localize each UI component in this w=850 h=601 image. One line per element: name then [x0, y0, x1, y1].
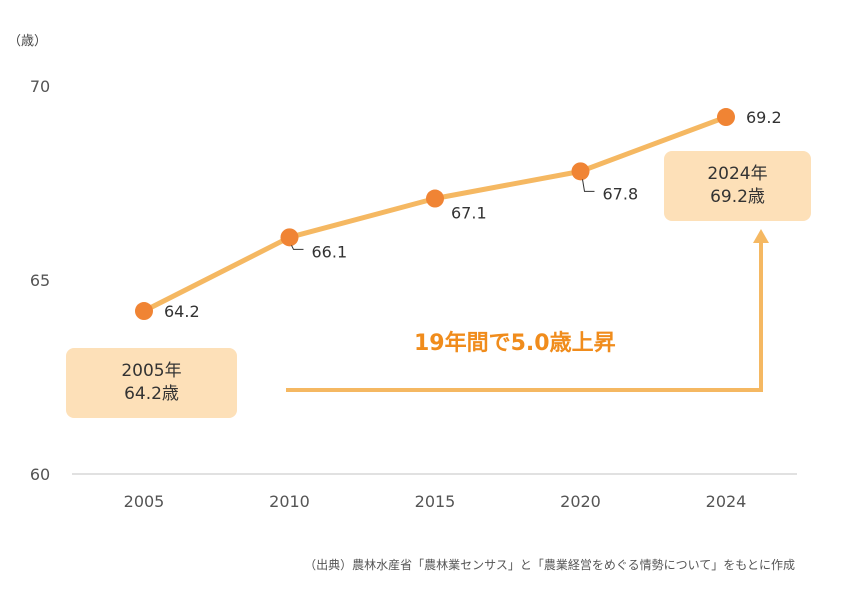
- end-callout-value: 69.2歳: [710, 187, 765, 207]
- y-tick-label-65: 65: [30, 271, 50, 290]
- source-note: （出典）農林水産省「農林業センサス」と「農業経営をめぐる情勢について」をもとに作…: [304, 558, 795, 572]
- end-callout-year: 2024年: [707, 164, 768, 184]
- data-point-2010: [280, 228, 299, 247]
- x-tick-label-2024: 2024: [706, 492, 747, 511]
- start-value-callout: 2005年 64.2歳: [66, 348, 237, 418]
- y-tick-label-60: 60: [30, 465, 50, 484]
- increase-headline: 19年間で5.0歳上昇: [414, 331, 616, 356]
- start-callout-year: 2005年: [121, 361, 182, 381]
- data-point-2015: [426, 189, 444, 208]
- data-point-2005: [135, 302, 153, 321]
- increase-arrow-line: [286, 242, 763, 392]
- start-callout-value: 64.2歳: [124, 384, 179, 404]
- leader-line-2010: [291, 245, 304, 250]
- y-tick-label-70: 70: [30, 77, 50, 96]
- data-point-2024: [717, 108, 735, 127]
- data-point-2020: [571, 162, 590, 181]
- data-label-2024: 69.2: [746, 108, 782, 127]
- x-tick-label-2020: 2020: [560, 492, 601, 511]
- series-line: [141, 114, 729, 314]
- data-label-2015: 67.1: [451, 204, 487, 223]
- x-tick-label-2010: 2010: [269, 492, 310, 511]
- leader-line-2020: [582, 179, 595, 192]
- y-axis-unit-label: （歳）: [8, 34, 48, 49]
- x-tick-label-2015: 2015: [415, 492, 456, 511]
- end-value-callout: 2024年 69.2歳: [664, 151, 811, 221]
- increase-arrow-head: [753, 229, 769, 243]
- data-label-2020: 67.8: [603, 184, 639, 203]
- data-label-2005: 64.2: [164, 302, 200, 321]
- data-label-2010: 66.1: [312, 242, 348, 261]
- x-tick-label-2005: 2005: [124, 492, 165, 511]
